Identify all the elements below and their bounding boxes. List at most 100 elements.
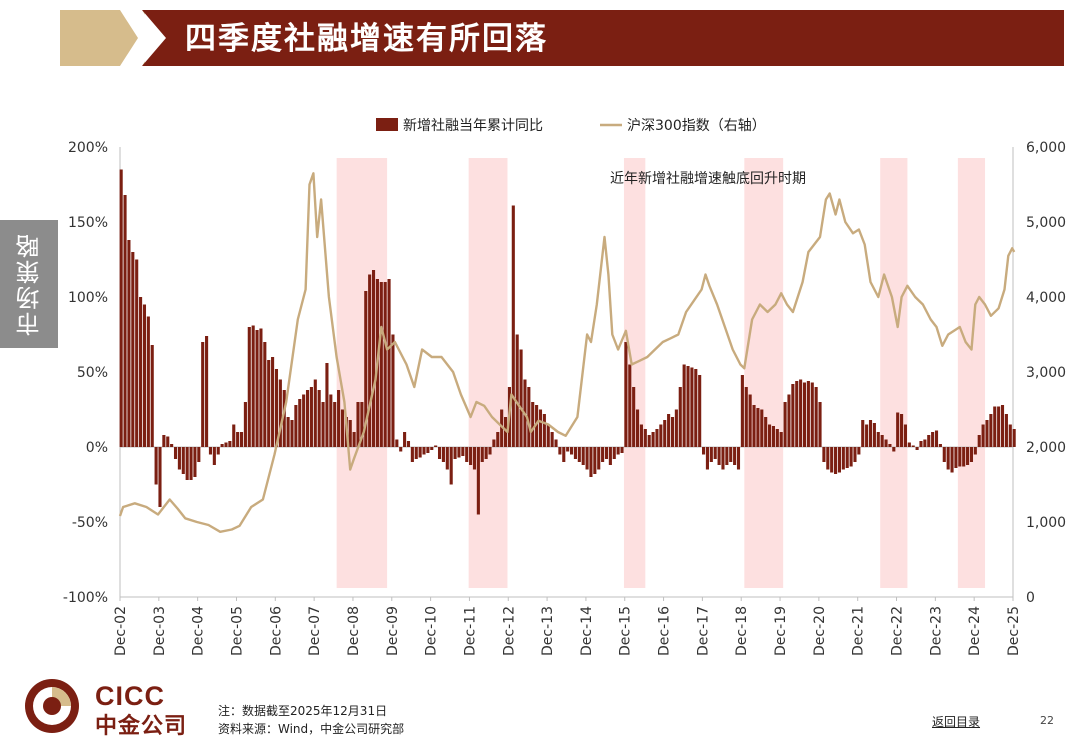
bar [748, 394, 752, 447]
x-tick-label: Dec-09 [385, 606, 401, 656]
bar [818, 402, 822, 447]
bar [329, 394, 333, 447]
bar [993, 406, 997, 447]
x-tick-label: Dec-14 [579, 606, 595, 656]
x-tick-label: Dec-20 [812, 606, 828, 656]
bar [201, 342, 205, 447]
shaded-period [957, 158, 986, 588]
line-series [118, 172, 1016, 533]
bar [577, 447, 581, 462]
footnote-source: 资料来源：Wind，中金公司研究部 [218, 722, 405, 736]
bar [546, 424, 550, 447]
bar [135, 259, 139, 447]
bar [228, 441, 232, 447]
shaded-periods [336, 158, 986, 588]
bar [535, 405, 539, 447]
bar [663, 420, 667, 447]
bar [469, 447, 473, 465]
page-number: 22 [1040, 714, 1054, 727]
bar [298, 399, 302, 447]
bar [403, 432, 407, 447]
bar [612, 447, 616, 459]
bar [325, 363, 329, 447]
bar [655, 429, 659, 447]
bar [946, 447, 950, 470]
bar [861, 420, 865, 447]
bar [360, 402, 364, 447]
shaded-period [623, 158, 646, 588]
bar [954, 447, 958, 468]
bar [263, 342, 267, 447]
axis-labels: -100% -50% 0% 50% 100% 150% 200% 0 1,000 2,000 3,0… [63, 140, 1066, 656]
y-right-tick-label: 1,000 [1026, 515, 1066, 531]
bar [154, 447, 158, 485]
y-right-tick-label: 3,000 [1026, 365, 1066, 381]
bar [779, 432, 783, 447]
bar [915, 447, 919, 450]
bar [903, 424, 908, 447]
bar [569, 447, 574, 455]
bar [775, 429, 779, 447]
x-tick-label: Dec-04 [191, 606, 207, 656]
bar [635, 409, 640, 447]
bar [480, 447, 484, 462]
bar [278, 379, 282, 447]
bar [503, 417, 508, 447]
logo-text-en: CICC [95, 681, 165, 711]
shaded-period [336, 158, 388, 588]
bar [686, 366, 690, 447]
bar [197, 447, 201, 462]
bar [911, 445, 915, 447]
bar [259, 328, 263, 447]
bar [997, 406, 1001, 447]
bar [472, 447, 477, 470]
bar [554, 439, 558, 447]
bar [674, 409, 678, 447]
legend: 新增社融当年累计同比 沪深300指数（右轴） [376, 118, 766, 134]
bar [845, 447, 849, 468]
bar [267, 360, 271, 447]
bar [830, 447, 834, 473]
bar [434, 445, 438, 447]
bar [430, 447, 434, 450]
bar [585, 447, 589, 470]
bar [787, 394, 791, 447]
bar [923, 439, 927, 447]
x-tick-label: Dec-10 [424, 606, 440, 656]
bar [589, 447, 593, 477]
y-left-tick-label: 150% [68, 215, 108, 231]
y-left-tick-label: 200% [68, 140, 108, 156]
bar [1012, 429, 1016, 447]
bar [907, 442, 911, 447]
bar [170, 444, 174, 447]
bar [146, 316, 150, 447]
bar [764, 417, 768, 447]
y-left-tick-label: -100% [63, 590, 108, 606]
bar [1004, 414, 1008, 447]
bar [271, 357, 275, 447]
side-section-tab[interactable]: 市场策略 [0, 220, 58, 348]
bar [667, 414, 671, 447]
bar [162, 435, 166, 447]
bar [205, 336, 209, 447]
bar [733, 447, 737, 465]
bar [632, 387, 636, 447]
bar [224, 442, 228, 447]
bar [515, 334, 519, 447]
bar [744, 387, 748, 447]
y-right-tick-label: 4,000 [1026, 290, 1066, 306]
bar [531, 402, 535, 447]
bar [395, 439, 399, 447]
bar [119, 169, 123, 447]
bar [286, 417, 290, 447]
page-title: 四季度社融增速有所回落 [185, 21, 548, 57]
bar [593, 447, 597, 474]
bar [496, 432, 500, 447]
y-left-tick-label: 0% [86, 440, 108, 456]
cicc-logo-icon [25, 679, 79, 733]
bar [771, 426, 775, 447]
back-to-contents-link[interactable]: 返回目录 [932, 715, 981, 729]
bar [694, 369, 698, 447]
bar [604, 447, 609, 459]
bar [177, 447, 181, 470]
